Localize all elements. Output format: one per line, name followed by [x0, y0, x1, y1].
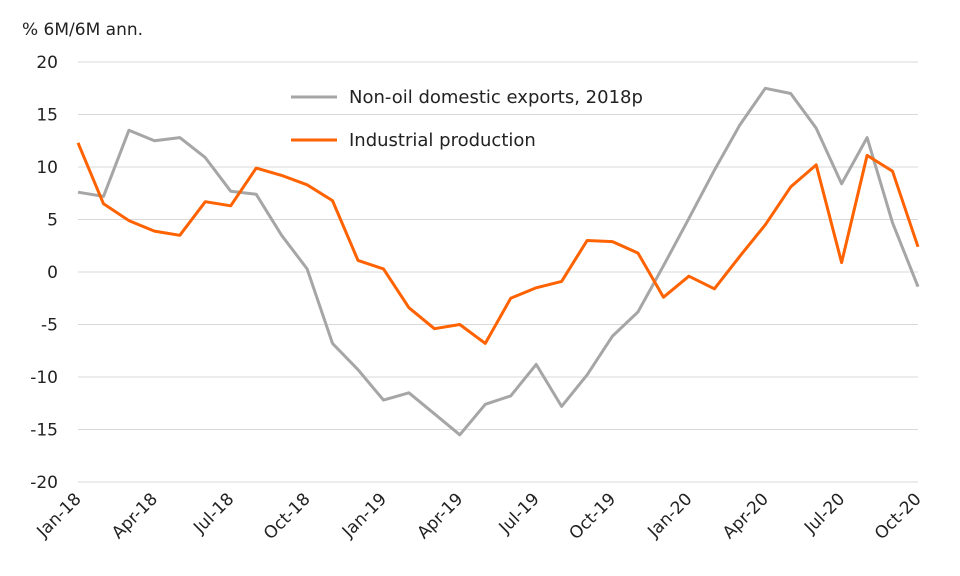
y-tick-label: 0 — [47, 263, 58, 283]
x-axis-ticks: Jan-18 Apr-18 Jul-18 Oct-18 Jan-19 Apr-19 Jul-… — [33, 489, 926, 544]
y-tick-label: -20 — [30, 473, 58, 493]
x-tick-label: Jan-19 — [338, 489, 391, 542]
legend-label-non-oil-exports: Non-oil domestic exports, 2018p — [349, 87, 643, 108]
series-line-non-oil-exports — [77, 86, 920, 437]
x-tick-label: Jan-18 — [33, 489, 86, 542]
x-tick-label: Apr-19 — [414, 489, 468, 543]
y-tick-label: 20 — [36, 53, 58, 73]
y-tick-label: 10 — [36, 158, 58, 178]
series-lines — [76, 86, 920, 437]
y-tick-label: -10 — [30, 368, 58, 388]
series-line-industrial-production — [76, 142, 920, 345]
y-tick-label: -5 — [41, 316, 58, 336]
x-tick-label: Jul-18 — [189, 489, 238, 538]
y-tick-label: 15 — [36, 106, 58, 126]
gridlines — [78, 61, 918, 483]
legend: Non-oil domestic exports, 2018p Industri… — [291, 87, 643, 151]
x-tick-label: Jan-20 — [643, 489, 696, 542]
legend-label-industrial-production: Industrial production — [349, 130, 536, 151]
x-tick-label: Oct-20 — [871, 489, 926, 544]
x-tick-label: Oct-18 — [260, 489, 315, 544]
y-tick-label: -15 — [30, 421, 58, 441]
y-axis-ticks: 20 15 10 5 0 -5 -10 -15 -20 — [30, 53, 58, 493]
x-tick-label: Oct-19 — [566, 489, 621, 544]
x-tick-label: Jul-19 — [495, 489, 544, 538]
x-tick-label: Jul-20 — [800, 489, 849, 538]
x-tick-label: Apr-18 — [108, 489, 162, 543]
y-tick-label: 5 — [47, 211, 58, 231]
y-axis-label: % 6M/6M ann. — [22, 20, 143, 40]
x-tick-label: Apr-20 — [719, 489, 773, 543]
